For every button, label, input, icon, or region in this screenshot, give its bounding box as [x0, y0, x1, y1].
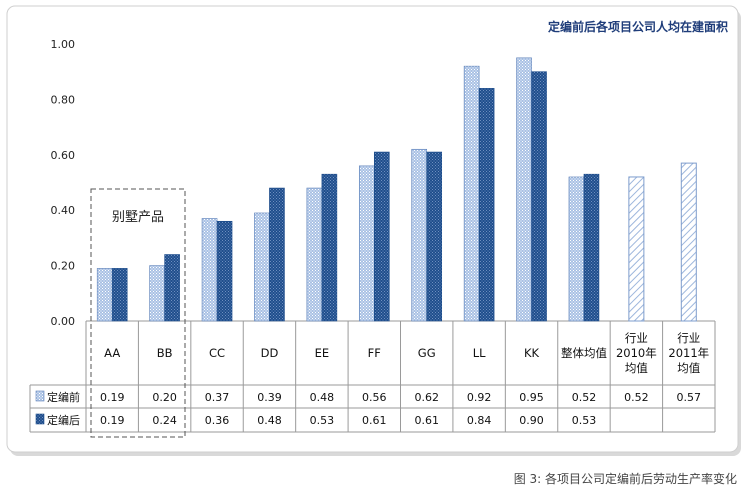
bar-after: [426, 151, 443, 322]
x-category-label: EE: [315, 346, 330, 360]
x-category-label: KK: [524, 346, 540, 360]
table-value: 0.52: [572, 391, 597, 404]
x-category-label: 行业: [677, 331, 700, 345]
bar-before: [516, 57, 532, 322]
x-category-label: AA: [104, 346, 120, 360]
bar-before: [96, 268, 113, 322]
bars: [96, 57, 697, 322]
bar-after: [269, 187, 285, 322]
bar-before: [306, 187, 323, 322]
table-value: 0.36: [205, 414, 230, 427]
table-value: 0.95: [519, 391, 544, 404]
y-tick-label: 0.40: [51, 204, 76, 217]
y-tick-label: 0.60: [51, 149, 76, 162]
x-category-label: LL: [473, 346, 486, 360]
data-table-values: 0.19 0.20 0.37 0.39 0.48 0.56 0.62 0.92 0.95 0.52…: [100, 391, 701, 427]
bar-after: [216, 220, 233, 322]
table-value: 0.24: [152, 414, 177, 427]
table-value: 0.61: [414, 414, 439, 427]
x-category-label: BB: [157, 346, 173, 360]
x-category-label: 2010年: [616, 346, 657, 360]
chart-title: 定编前后各项目公司人均在建面积: [548, 19, 728, 34]
bar-before: [254, 212, 270, 322]
bar-industry-average: [680, 162, 697, 322]
bar-after: [583, 173, 600, 322]
bar-after: [478, 88, 495, 322]
x-category-label: 均值: [677, 361, 700, 375]
data-table-grid: [29, 320, 716, 433]
bar-before: [411, 148, 428, 322]
x-category-label: 2011年: [668, 346, 709, 360]
bar-after: [531, 71, 547, 322]
x-category-label: FF: [368, 346, 381, 360]
legend-label: 定编后: [47, 413, 80, 427]
bar-after: [164, 254, 180, 322]
y-tick-label: 1.00: [51, 38, 76, 51]
y-axis-ticks: 0.00 0.20 0.40 0.60 0.80 1.00: [51, 38, 76, 328]
bar-before: [463, 65, 480, 322]
table-value: 0.52: [624, 391, 649, 404]
table-value: 0.56: [362, 391, 387, 404]
legend-swatch: [35, 390, 45, 402]
y-tick-label: 0.80: [51, 93, 76, 106]
table-value: 0.39: [257, 391, 282, 404]
table-value: 0.48: [257, 414, 282, 427]
legend-swatch: [35, 413, 45, 425]
table-value: 0.37: [205, 391, 230, 404]
figure-caption: 图 3: 各项目公司定编前后劳动生产率变化: [514, 471, 737, 486]
x-category-label: 整体均值: [561, 346, 607, 360]
table-value: 0.19: [100, 391, 125, 404]
y-tick-label: 0.20: [51, 260, 76, 273]
table-value: 0.53: [572, 414, 597, 427]
x-category-label: GG: [418, 346, 436, 360]
table-value: 0.53: [310, 414, 335, 427]
table-value: 0.19: [100, 414, 125, 427]
y-tick-label: 0.00: [51, 315, 76, 328]
villa-annotation-label: 别墅产品: [112, 210, 164, 225]
table-value: 0.62: [414, 391, 439, 404]
bar-industry-average: [628, 176, 645, 322]
villa-annotation-box: [90, 188, 186, 438]
table-value: 0.61: [362, 414, 387, 427]
bar-before: [201, 218, 218, 322]
x-category-label: 均值: [625, 361, 648, 375]
bar-after: [321, 173, 338, 322]
table-value: 0.20: [152, 391, 177, 404]
bar-after: [111, 268, 128, 322]
bar-after: [373, 151, 390, 322]
x-category-label: CC: [209, 346, 225, 360]
bar-before: [358, 165, 375, 322]
legend-label: 定编前: [47, 390, 80, 404]
x-category-label: DD: [261, 346, 279, 360]
table-value: 0.84: [467, 414, 492, 427]
table-value: 0.90: [519, 414, 544, 427]
table-value: 0.92: [467, 391, 492, 404]
x-category-label: 行业: [625, 331, 648, 345]
bar-before: [149, 265, 165, 322]
table-value: 0.57: [677, 391, 702, 404]
bar-before: [568, 176, 585, 322]
table-value: 0.48: [310, 391, 335, 404]
